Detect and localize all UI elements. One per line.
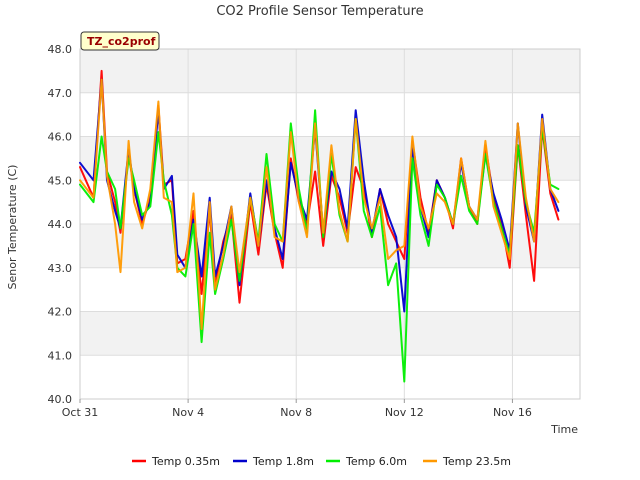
- series-line-temp-6-0m: [79, 109, 560, 383]
- y-axis-label: Senor Temperature (C): [6, 165, 19, 290]
- y-axis-ticks: 40.0 41.0 42.0 43.0 44.0 45.0 46.0 47.0 48.0: [48, 43, 73, 406]
- legend-label: Temp 0.35m: [151, 455, 220, 468]
- series-line-temp-23-5m: [79, 78, 560, 330]
- plot-band: [80, 267, 580, 312]
- y-tick-label: 41.0: [48, 349, 73, 362]
- y-tick-label: 43.0: [48, 262, 73, 275]
- site-badge: TZ_co2prof: [80, 31, 160, 51]
- x-axis-ticks: Oct 31 Nov 4 Nov 8 Nov 12 Nov 16: [62, 399, 532, 419]
- series-lines: [79, 69, 560, 383]
- x-tick-label: Nov 12: [385, 406, 424, 419]
- y-tick-label: 42.0: [48, 306, 73, 319]
- x-tick-label: Nov 8: [280, 406, 312, 419]
- x-tick-label: Nov 4: [172, 406, 204, 419]
- y-tick-label: 44.0: [48, 218, 73, 231]
- y-tick-label: 48.0: [48, 43, 73, 56]
- site-badge-label: TZ_co2prof: [87, 35, 156, 48]
- x-tick-label: Nov 16: [493, 406, 532, 419]
- y-tick-label: 47.0: [48, 87, 73, 100]
- chart-title: CO2 Profile Sensor Temperature: [216, 4, 423, 19]
- plot-band: [80, 92, 580, 137]
- x-tick-label: Oct 31: [62, 406, 99, 419]
- legend-label: Temp 1.8m: [252, 455, 314, 468]
- x-axis-label: Time: [550, 423, 578, 436]
- legend: Temp 0.35m Temp 1.8m Temp 6.0m Temp 23.5m: [132, 455, 511, 468]
- site-badge-box: [80, 31, 160, 51]
- y-tick-label: 46.0: [48, 131, 73, 144]
- plot-frame: [79, 48, 581, 400]
- y-tick-label: 45.0: [48, 174, 73, 187]
- legend-label: Temp 6.0m: [345, 455, 407, 468]
- plot-band: [80, 355, 580, 399]
- plot-band: [80, 49, 580, 93]
- plot-band: [80, 311, 580, 356]
- plot-band: [80, 224, 580, 268]
- legend-label: Temp 23.5m: [442, 455, 511, 468]
- plot-background-bands: [80, 49, 580, 399]
- y-tick-label: 40.0: [48, 393, 73, 406]
